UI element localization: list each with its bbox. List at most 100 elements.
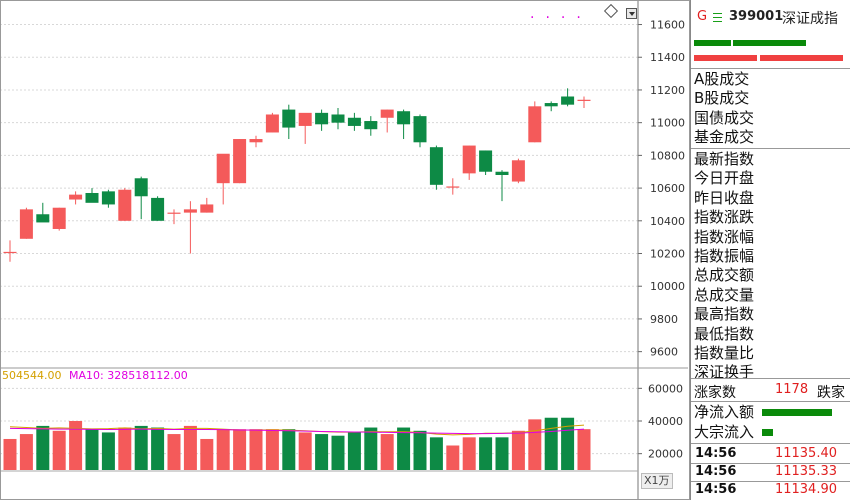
volume-bar[interactable] — [380, 434, 394, 470]
volume-bar[interactable] — [413, 430, 427, 470]
candle[interactable] — [265, 114, 279, 133]
volume-bar[interactable] — [101, 432, 115, 470]
trade-label: 基金成交 — [694, 128, 755, 147]
candle[interactable] — [397, 111, 411, 125]
candle[interactable] — [167, 212, 181, 214]
candle[interactable] — [118, 189, 132, 221]
candle[interactable] — [3, 251, 17, 254]
index-label: 昨日收盘 — [694, 188, 755, 207]
volume-legend: 504544.00 MA10: 328518112.00 — [2, 369, 188, 382]
candle[interactable] — [69, 194, 83, 200]
block-inflow-label: 大宗流入 — [694, 423, 755, 441]
sell-bar-2 — [760, 55, 843, 61]
tick-price: 11135.40 — [774, 446, 837, 461]
index-label: 指数涨幅 — [694, 227, 755, 246]
volume-bar[interactable] — [134, 425, 148, 470]
candle[interactable] — [380, 109, 394, 118]
index-label: 指数涨跌 — [694, 208, 755, 227]
volume-bar[interactable] — [462, 437, 476, 470]
candle[interactable] — [52, 207, 66, 229]
candle[interactable] — [134, 178, 148, 197]
candle[interactable] — [233, 139, 247, 184]
separator — [691, 378, 850, 379]
volume-bar[interactable] — [347, 432, 361, 470]
candle[interactable] — [413, 116, 427, 143]
tick-time: 14:56 — [695, 482, 737, 497]
volume-bar[interactable] — [216, 429, 230, 470]
volume-bar[interactable] — [118, 427, 132, 470]
candle[interactable] — [282, 109, 296, 128]
volume-bar[interactable] — [249, 429, 263, 470]
volume-bar[interactable] — [200, 438, 214, 470]
volume-bar[interactable] — [528, 419, 542, 470]
candle[interactable] — [544, 103, 558, 107]
candle[interactable] — [561, 96, 575, 105]
candle[interactable] — [151, 197, 165, 221]
volume-bar[interactable] — [3, 438, 17, 470]
volume-bar[interactable] — [183, 425, 197, 470]
index-label: 指数振幅 — [694, 247, 755, 265]
candle[interactable] — [249, 139, 263, 143]
candle[interactable] — [495, 171, 509, 176]
y-tick-label: 10000 — [650, 280, 685, 293]
candle[interactable] — [462, 145, 476, 174]
volume-bar[interactable] — [282, 429, 296, 470]
candle[interactable] — [36, 214, 50, 223]
trade-label: 国债成交 — [694, 108, 755, 127]
kline-chart[interactable]: 9600 9800 10000 10200 10400 10600 10800 11000 11… — [0, 0, 690, 500]
y-tick-label: 10600 — [650, 182, 685, 195]
volume-bar[interactable] — [446, 445, 460, 471]
volume-bar[interactable] — [364, 427, 378, 470]
advance-label: 涨家数 — [694, 385, 736, 401]
kline-chart-area[interactable]: 9600 9800 10000 10200 10400 10600 10800 11000 11… — [0, 0, 690, 500]
trade-label: B股成交 — [694, 89, 750, 108]
candle[interactable] — [479, 150, 493, 172]
volume-bar[interactable] — [397, 427, 411, 470]
advance-row: 涨家数 1178 跌家 — [691, 382, 850, 401]
volume-bar[interactable] — [85, 429, 99, 470]
candle[interactable] — [183, 209, 197, 213]
candle[interactable] — [446, 186, 460, 188]
candle[interactable] — [577, 99, 591, 101]
index-label: 最低指数 — [694, 324, 755, 343]
volume-bar[interactable] — [577, 429, 591, 470]
candle[interactable] — [347, 117, 361, 126]
y-tick-label: 10800 — [650, 149, 685, 162]
candle[interactable] — [315, 112, 329, 125]
decline-label: 跌家 — [817, 385, 845, 401]
separator — [691, 68, 850, 69]
candle[interactable] — [200, 204, 214, 213]
volume-bar[interactable] — [495, 437, 509, 470]
index-label: 今日开盘 — [694, 169, 755, 188]
volume-bar[interactable] — [151, 427, 165, 470]
volume-bar[interactable] — [315, 434, 329, 470]
candle[interactable] — [511, 160, 525, 182]
scroll-down-icon[interactable] — [626, 8, 637, 19]
volume-bar[interactable] — [331, 435, 345, 470]
volume-bar[interactable] — [511, 430, 525, 470]
candle[interactable] — [85, 192, 99, 203]
volume-bar[interactable] — [233, 429, 247, 470]
volume-bar[interactable] — [298, 432, 312, 470]
menu-icon[interactable] — [713, 13, 722, 22]
separator — [691, 148, 850, 149]
candle[interactable] — [216, 153, 230, 184]
index-label: 最高指数 — [694, 305, 755, 324]
volume-bar[interactable] — [19, 434, 33, 470]
candle[interactable] — [528, 106, 542, 143]
volume-bar[interactable] — [36, 425, 50, 470]
candle[interactable] — [429, 147, 443, 185]
volume-bar[interactable] — [429, 437, 443, 470]
volume-bar[interactable] — [69, 421, 83, 470]
volume-bar[interactable] — [265, 429, 279, 470]
volume-bar[interactable] — [167, 434, 181, 470]
candle[interactable] — [19, 209, 33, 239]
candle[interactable] — [101, 191, 115, 205]
volume-bar[interactable] — [52, 430, 66, 470]
candle[interactable] — [298, 112, 312, 126]
candle[interactable] — [364, 121, 378, 130]
volume-bar[interactable] — [544, 417, 558, 470]
candle[interactable] — [331, 114, 345, 123]
index-name: 深证成指 — [782, 11, 838, 27]
volume-bar[interactable] — [479, 437, 493, 470]
